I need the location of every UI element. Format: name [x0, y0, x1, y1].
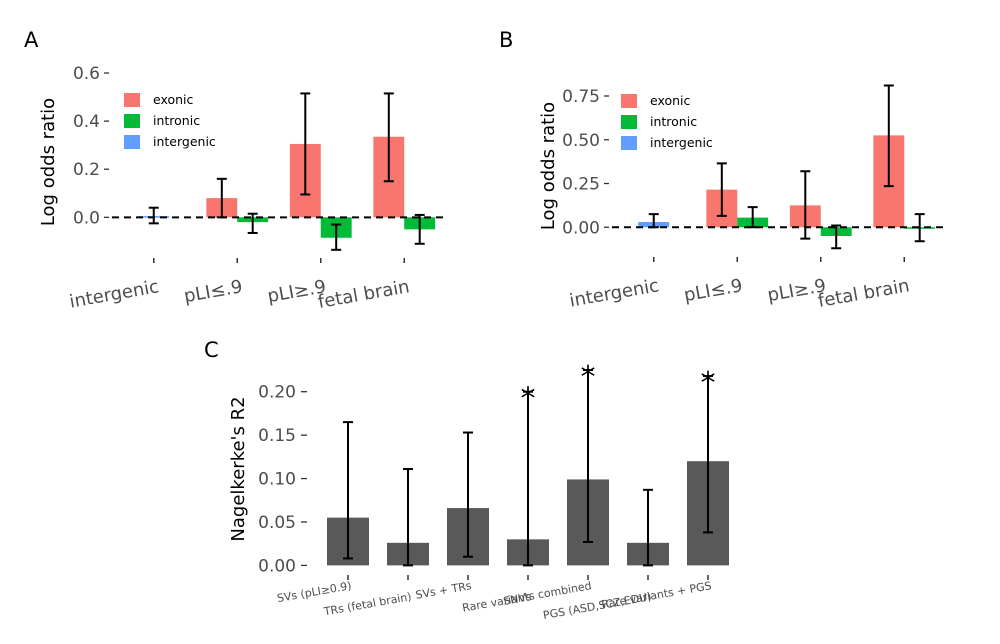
y-tick-label: 0.6 [73, 64, 100, 84]
panel-label: C [204, 338, 219, 362]
legend-swatch-exonic [124, 93, 140, 107]
y-tick-label: 0.15 [258, 426, 296, 446]
panel-label: B [499, 28, 513, 52]
y-axis-title: Log odds ratio [538, 102, 559, 230]
x-category-label: intergenic [568, 275, 661, 311]
significance-marker: * [581, 360, 596, 395]
y-tick-label: 0.50 [562, 131, 600, 151]
x-category-label: SVs + TRs [415, 579, 473, 602]
panel-label: A [24, 28, 39, 52]
x-category-label: intergenic [68, 276, 161, 312]
y-tick-label: 0.4 [73, 112, 100, 132]
legend-label-intergenic: intergenic [153, 134, 216, 149]
x-category-label: SNVs [502, 590, 533, 608]
y-tick-label: 0.20 [258, 383, 296, 403]
x-category-label: Rare variants + PGS [600, 579, 712, 611]
y-tick-label: 0.00 [562, 218, 600, 238]
x-category-label: SVs (pLI≥0.9) [276, 579, 353, 605]
y-tick-label: 0.2 [73, 160, 100, 180]
significance-marker: * [521, 382, 536, 417]
significance-marker: * [701, 366, 716, 401]
y-tick-label: 0.10 [258, 470, 296, 490]
legend-label-intronic: intronic [153, 113, 200, 128]
x-category-label: pLI≤.9 [182, 276, 244, 307]
y-tick-label: 0.00 [258, 556, 296, 576]
x-category-label: fetal brain [816, 275, 911, 312]
legend-swatch-exonic [621, 94, 637, 108]
panel-a: A 0.0 0.2 0.4 0.6 Log odds ratio intergenic pLI… [24, 28, 446, 313]
y-tick-label: 0.0 [73, 208, 100, 228]
legend-label-exonic: exonic [650, 93, 691, 108]
legend-swatch-intronic [124, 114, 140, 128]
legend-swatch-intergenic [621, 136, 637, 150]
legend-label-exonic: exonic [153, 92, 194, 107]
y-tick-label: 0.25 [562, 175, 600, 195]
panel-c: C 0.00 0.05 0.10 0.15 0.20 Nagelkerke's R2 SVs … [204, 338, 729, 622]
y-tick-label: 0.05 [258, 513, 296, 533]
y-axis-title: Log odds ratio [38, 98, 59, 226]
legend-swatch-intergenic [124, 135, 140, 149]
legend-label-intronic: intronic [650, 114, 697, 129]
y-axis-title: Nagelkerke's R2 [228, 396, 249, 541]
y-tick-label: 0.75 [562, 87, 600, 107]
x-category-label: fetal brain [316, 276, 411, 313]
legend-label-intergenic: intergenic [650, 135, 713, 150]
legend-swatch-intronic [621, 115, 637, 129]
x-category-label: pLI≤.9 [682, 275, 744, 306]
